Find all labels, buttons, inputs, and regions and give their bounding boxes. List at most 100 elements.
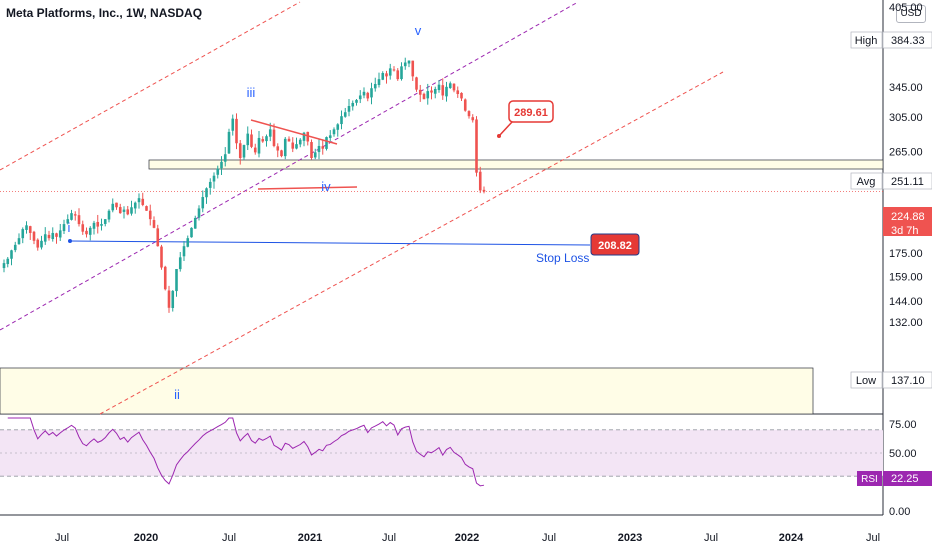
candle-body [482, 189, 486, 192]
support-zone [0, 367, 814, 415]
candle-body [407, 60, 411, 64]
price-tag-low-value-box [882, 371, 932, 389]
rsi-line [7, 417, 485, 487]
candle-body [96, 221, 100, 227]
candle-body [253, 147, 257, 153]
candle-body [148, 210, 152, 220]
target-callout-anchor [497, 134, 501, 138]
candle-body [433, 88, 437, 94]
rsi-label: RSI [861, 474, 878, 485]
candle-body [396, 70, 400, 80]
candle-body [336, 124, 340, 130]
target-callout-box [508, 100, 554, 123]
wave-label-i: i [68, 220, 71, 235]
candle-body [235, 118, 238, 144]
stop-loss-line [69, 240, 591, 246]
candle-body [32, 231, 36, 241]
candle-body [58, 230, 62, 238]
price-tick: 144.00 [889, 296, 923, 308]
currency-button[interactable]: USD [896, 5, 926, 23]
candle-body [347, 106, 351, 112]
triangle-upper-line [250, 119, 338, 145]
candle-body [2, 263, 6, 269]
target-callout-value: 289.61 [514, 107, 548, 119]
candle-body [182, 246, 186, 257]
candle-body [445, 86, 448, 97]
time-tick: Jul [866, 532, 880, 544]
candle-body [310, 142, 313, 159]
candle-body [467, 111, 471, 117]
price-tag-last-value: 224.88 [891, 211, 925, 223]
candle-body [478, 171, 482, 191]
time-tick: 2021 [298, 532, 322, 544]
candle-body [358, 95, 362, 100]
price-tick: 175.00 [889, 248, 923, 260]
candle-body [441, 85, 445, 96]
candle-body [370, 88, 373, 98]
candle-body [55, 233, 58, 237]
candle-body [141, 198, 145, 205]
rsi-tick: 0.00 [889, 506, 910, 518]
price-tick: 305.00 [889, 112, 923, 124]
stop-loss-value: 208.82 [598, 240, 632, 252]
candle-body [175, 269, 178, 292]
candle-body [430, 90, 433, 93]
time-tick: Jul [704, 532, 718, 544]
candle-body [313, 152, 317, 158]
candle-body [261, 139, 265, 142]
candle-body [156, 228, 160, 247]
candle-body [100, 224, 103, 226]
candle-body [448, 83, 452, 89]
candle-body [130, 207, 133, 214]
price-tag-high-label-box [850, 31, 883, 49]
candle-body [137, 198, 141, 203]
wave-label-ii: ii [174, 387, 180, 402]
candle-body [426, 91, 430, 99]
candle-body [231, 118, 235, 131]
time-tick: Jul [382, 532, 396, 544]
candle-body [77, 215, 81, 225]
candle-body [366, 92, 370, 99]
chart-title: Meta Platforms, Inc., 1W, NASDAQ [6, 6, 203, 20]
price-tag-countdown-box [883, 222, 932, 236]
candle-body [388, 68, 392, 76]
candle-body [403, 62, 407, 67]
stop-loss-anchor [68, 239, 72, 243]
time-tick: Jul [222, 532, 236, 544]
candle-body [43, 234, 47, 242]
candle-body [167, 290, 171, 308]
time-tick: 2024 [779, 532, 804, 544]
price-tag-avg-value: 251.11 [891, 176, 924, 188]
stop-loss-tag [590, 233, 640, 256]
price-tick: 265.00 [889, 146, 923, 158]
price-tag-avg-label: Avg [857, 176, 876, 188]
price-tick: 345.00 [889, 82, 923, 94]
price-tick: 159.00 [889, 272, 923, 284]
candle-body [415, 77, 418, 90]
candle-body [355, 99, 358, 103]
rsi-value: 22.25 [891, 473, 919, 485]
rsi-value-box [883, 471, 932, 486]
candle-body [13, 244, 17, 251]
candle-body [328, 135, 332, 138]
candle-body [28, 226, 32, 233]
candle-body [122, 209, 126, 212]
candle-body [6, 258, 10, 265]
price-tag-low-label-box [850, 371, 883, 389]
time-tick: Jul [55, 532, 69, 544]
channel-mid-line [0, 1, 579, 331]
candle-body [295, 144, 298, 149]
time-tick: 2020 [134, 532, 158, 544]
candle-body [452, 83, 456, 91]
candle-body [126, 209, 130, 215]
candle-body [88, 227, 92, 235]
candle-body [250, 134, 253, 147]
candle-body [471, 117, 475, 121]
candle-body [21, 229, 25, 239]
candle-body [332, 129, 336, 135]
candle-body [268, 129, 272, 137]
candle-body [456, 90, 460, 95]
channel-upper-line [0, 1, 301, 171]
target-callout-pointer [498, 121, 513, 137]
price-tag-avg-label-box [850, 172, 883, 190]
